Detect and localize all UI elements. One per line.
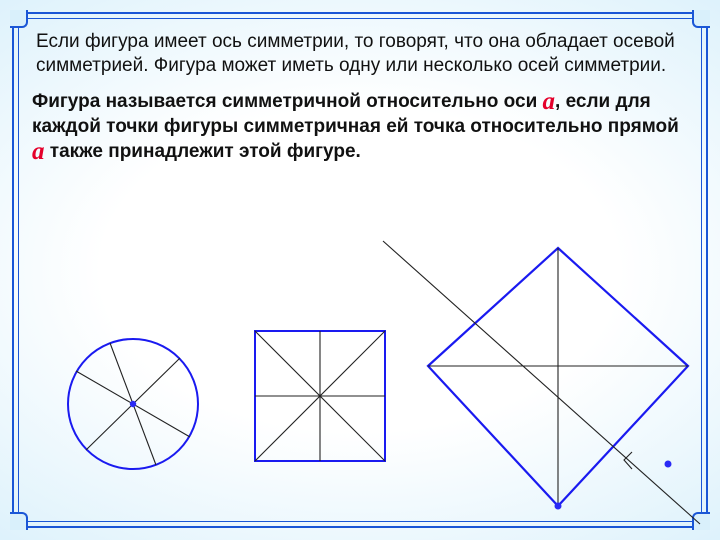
rhombus-dot-right [665,461,672,468]
figure-circle [68,339,198,469]
corner-top-left [10,10,28,28]
rhombus-right-angle-mark [624,452,632,469]
rhombus-perp-line [383,241,700,524]
rhombus-dot-bottom [555,503,562,510]
paragraph-definition: Фигура называется симметричной относител… [32,89,688,164]
corner-bottom-left [10,512,28,530]
figure-rhombus [383,241,700,524]
square-axes [255,331,385,461]
figures-svg [28,226,708,526]
variable-a-2: a [32,138,45,165]
variable-a-1: a [543,88,556,115]
content-area: Если фигура имеет ось симметрии, то гово… [28,26,692,514]
circle-center-dot [130,401,136,407]
corner-top-right [692,10,710,28]
paragraph-intro: Если фигура имеет ось симметрии, то гово… [36,30,688,79]
definition-seg3: также принадлежит этой фигуре. [50,141,361,162]
figure-square [255,331,385,461]
definition-seg1: Фигура называется симметричной относител… [32,91,543,112]
